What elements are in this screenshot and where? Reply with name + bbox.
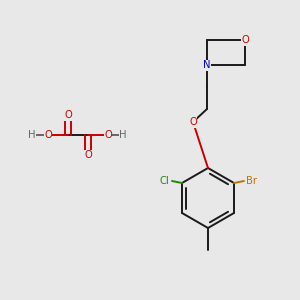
Text: O: O <box>104 130 112 140</box>
Text: H: H <box>28 130 36 140</box>
Text: Cl: Cl <box>159 176 169 186</box>
Text: O: O <box>64 110 72 120</box>
Text: Br: Br <box>247 176 257 186</box>
Text: O: O <box>241 35 249 45</box>
Text: H: H <box>119 130 127 140</box>
Text: O: O <box>44 130 52 140</box>
Text: O: O <box>84 150 92 160</box>
Text: O: O <box>189 117 197 127</box>
Text: N: N <box>203 60 211 70</box>
